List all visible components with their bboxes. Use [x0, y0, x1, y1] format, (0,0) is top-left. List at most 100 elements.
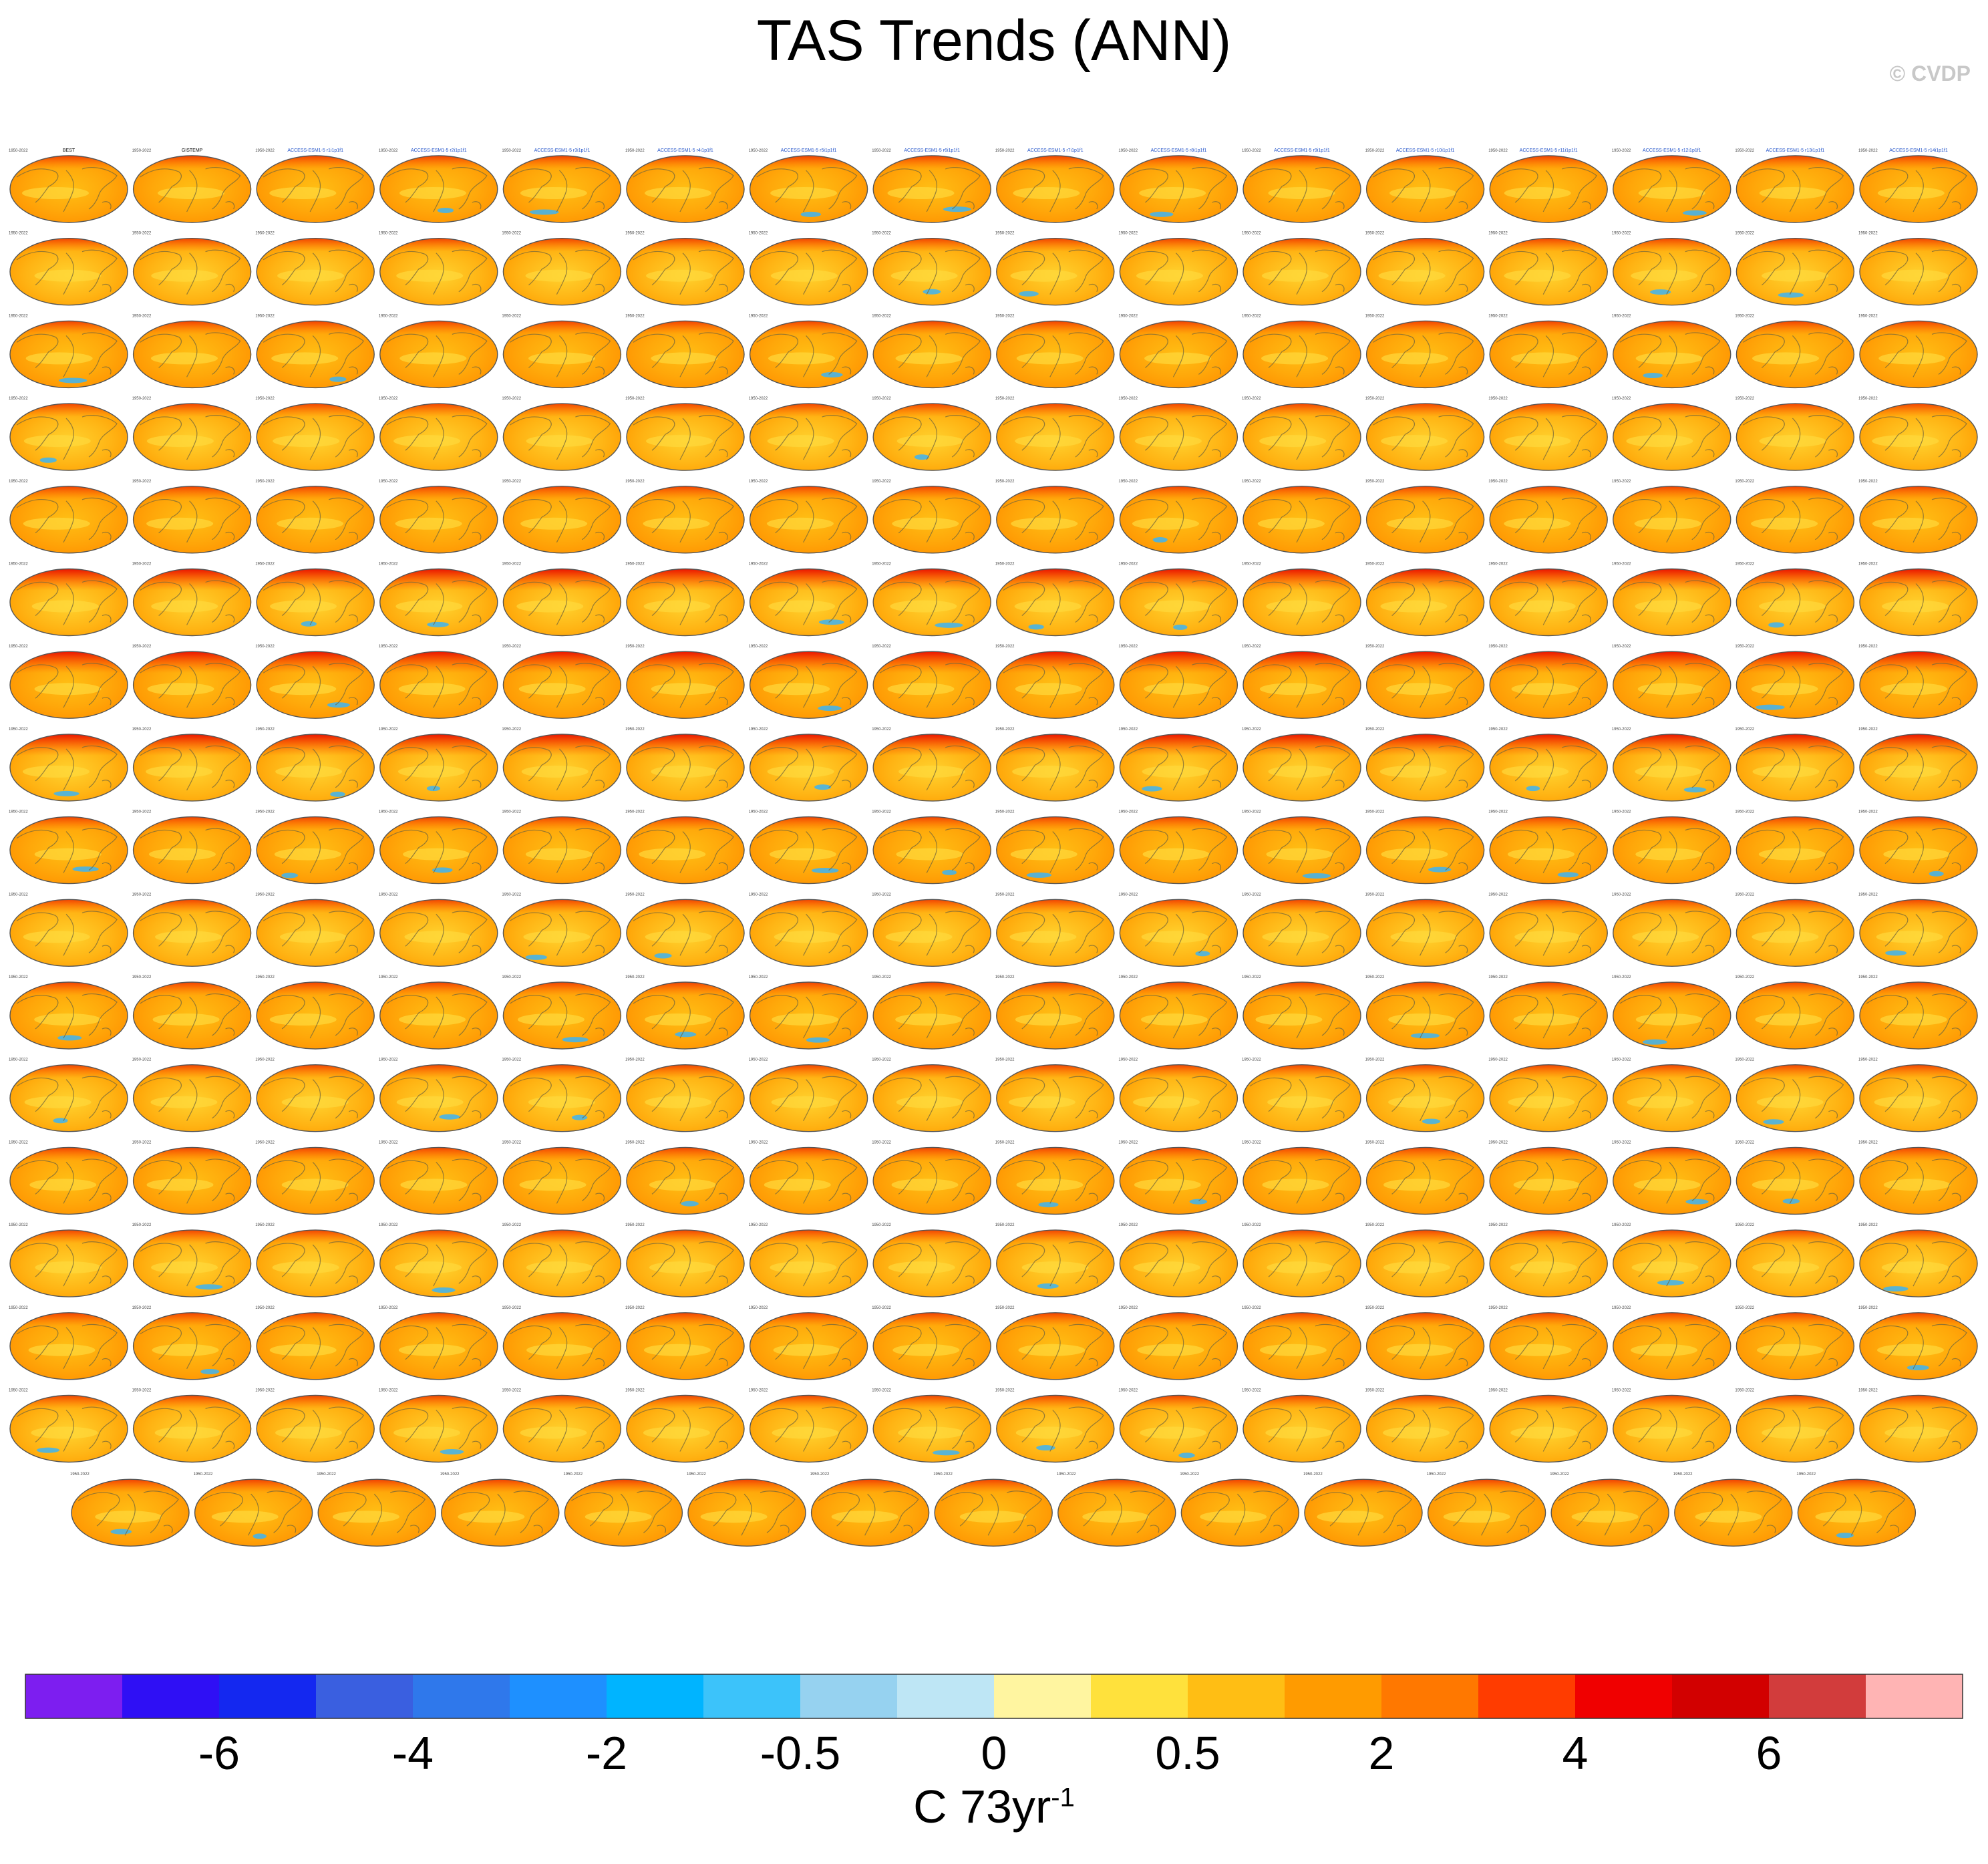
- tropical-pacific-patch: [887, 187, 955, 199]
- tropical-pacific-patch: [645, 187, 712, 199]
- map-border: [749, 651, 868, 719]
- tropical-pacific-patch: [892, 517, 959, 530]
- panel-period-label: 1950-2022: [1858, 563, 1878, 567]
- continent-outline: [386, 332, 488, 377]
- map-border: [1242, 403, 1361, 471]
- map-panel: 1950-2022: [379, 563, 498, 637]
- panel-period-label: 1950-2022: [1612, 563, 1631, 567]
- panel-period-label: 1950-2022: [502, 397, 521, 401]
- tropical-pacific-patch: [1261, 352, 1329, 365]
- continent-outline: [16, 332, 118, 377]
- tropical-pacific-patch: [1013, 187, 1080, 199]
- map-border: [1489, 238, 1608, 306]
- continent-outline: [1866, 249, 1967, 295]
- map-border: [132, 403, 252, 471]
- tropical-pacific-patch: [528, 352, 596, 365]
- tropical-pacific-patch: [1144, 683, 1211, 695]
- panel-title: ACCESS-ESM1-5 r8i1p1f1: [1151, 148, 1207, 153]
- panel-period-label: 1950-2022: [1365, 645, 1385, 649]
- map-border: [1365, 238, 1485, 306]
- panel-period-label: 1950-2022: [502, 232, 521, 236]
- panel-period-label: 1950-2022: [502, 645, 521, 649]
- cooling-patch: [1768, 622, 1785, 628]
- map-panel: 1950-2022: [872, 645, 991, 719]
- tropical-pacific-patch: [1881, 269, 1949, 282]
- panel-period-label: 1950-2022: [749, 232, 768, 236]
- panel-period-label: 1950-2022: [625, 314, 645, 318]
- continent-outline: [1126, 167, 1228, 212]
- continent-outline: [1126, 249, 1228, 295]
- continent-outline: [386, 415, 488, 460]
- panel-title: ACCESS-ESM1-5 r1i1p1f1: [287, 148, 343, 153]
- tropical-pacific-patch: [896, 435, 964, 448]
- colorbar-tick-label: 6: [1756, 1727, 1782, 1779]
- map-panel: 1950-2022: [872, 232, 991, 306]
- continent-outline: [879, 663, 981, 708]
- map-border: [502, 568, 622, 637]
- colorbar-tick-label: -6: [198, 1727, 240, 1779]
- map-border: [1859, 238, 1978, 306]
- continent-outline: [1003, 415, 1104, 460]
- continent-outline: [1743, 497, 1844, 543]
- panel-period-label: 1950-2022: [9, 645, 28, 649]
- colorbar-box: [703, 1674, 801, 1718]
- panel-period-label: 1950-2022: [1242, 563, 1261, 567]
- map-panel: 1950-2022: [995, 232, 1115, 306]
- panel-period-label: 1950-2022: [1488, 397, 1508, 401]
- panel-period-label: 1950-2022: [1735, 397, 1754, 401]
- continent-outline: [633, 415, 734, 460]
- map-panel: 1950-2022: [1242, 563, 1361, 637]
- continent-outline: [1373, 663, 1474, 708]
- colorbar-box: [800, 1674, 898, 1718]
- map-border: [1119, 238, 1238, 306]
- continent-outline: [16, 663, 118, 708]
- map-border: [749, 403, 868, 471]
- map-panel: 1950-2022: [255, 232, 375, 306]
- tropical-pacific-patch: [890, 269, 958, 282]
- continent-outline: [386, 663, 488, 708]
- tropical-pacific-patch: [277, 517, 344, 530]
- continent-outline: [1743, 580, 1844, 625]
- tropical-pacific-patch: [1261, 269, 1329, 282]
- map-panel: 1950-2022: [1612, 645, 1731, 719]
- panel-period-label: 1950-2022: [255, 563, 275, 567]
- continent-outline: [1126, 497, 1228, 543]
- panel-period-label: 1950-2022: [1612, 480, 1631, 484]
- cooling-patch: [437, 207, 454, 213]
- cooling-patch: [935, 622, 963, 628]
- map-panels: 1950-2022 BEST 1950-2022 GISTEMP 1950-2022 AC…: [9, 148, 1978, 1547]
- map-border: [1489, 568, 1608, 637]
- continent-outline: [510, 580, 611, 625]
- map-border: [996, 403, 1115, 471]
- panel-period-label: 1950-2022: [132, 149, 152, 153]
- continent-outline: [1619, 167, 1721, 212]
- continent-outline: [1373, 497, 1474, 543]
- units-base: C 73yr: [913, 1780, 1051, 1833]
- tropical-pacific-patch: [146, 435, 214, 448]
- continent-outline: [1619, 580, 1721, 625]
- continent-outline: [1743, 249, 1844, 295]
- cooling-patch: [914, 454, 930, 460]
- panel-period-label: 1950-2022: [1858, 232, 1878, 236]
- colorbar-box: [1866, 1674, 1963, 1718]
- map-border: [749, 155, 868, 223]
- map-panel: 1950-2022: [1242, 314, 1361, 389]
- continent-outline: [1126, 415, 1228, 460]
- map-border: [502, 238, 622, 306]
- continent-outline: [1743, 167, 1844, 212]
- continent-outline: [386, 580, 488, 625]
- continent-outline: [633, 249, 734, 295]
- tropical-pacific-patch: [1380, 600, 1448, 613]
- cooling-patch: [1643, 373, 1663, 379]
- panel-period-label: 1950-2022: [1488, 563, 1508, 567]
- panel-period-label: 1950-2022: [502, 149, 521, 153]
- colorbar-box: [1575, 1674, 1673, 1718]
- map-panel: 1950-2022: [1612, 232, 1731, 306]
- continent-outline: [1496, 497, 1597, 543]
- panel-period-label: 1950-2022: [872, 149, 891, 153]
- continent-outline: [1126, 332, 1228, 377]
- map-border: [1613, 155, 1731, 223]
- panel-period-label: 1950-2022: [625, 480, 645, 484]
- panel-period-label: 1950-2022: [1612, 314, 1631, 318]
- map-border: [1735, 155, 1855, 223]
